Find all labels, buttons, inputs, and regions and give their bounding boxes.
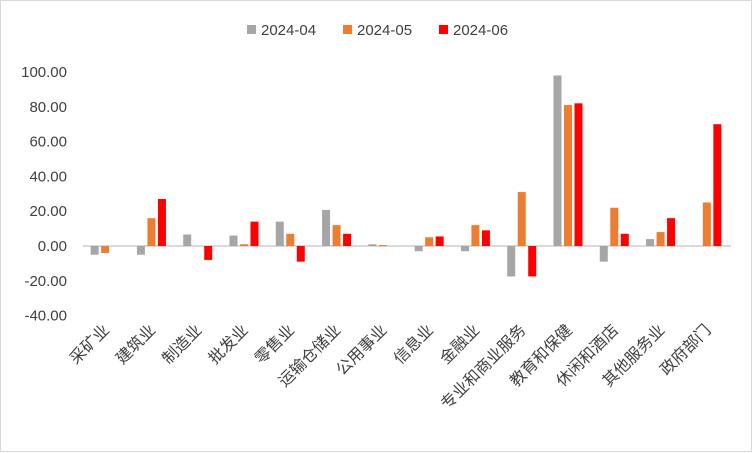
- x-tick-label: 制造业: [158, 320, 205, 367]
- bar-2024-04-专业和商业服务: [507, 246, 516, 277]
- bar-2024-05-批发业: [240, 244, 248, 246]
- bar-2024-06-制造业: [204, 246, 213, 260]
- bar-2024-04-建筑业: [136, 246, 145, 255]
- y-tick-label: 0.00: [38, 238, 67, 255]
- y-tick-label: 40.00: [29, 168, 67, 185]
- bar-2024-04-公用事业: [368, 244, 377, 246]
- bar-2024-04-制造业: [183, 234, 192, 246]
- legend-label: 2024-06: [453, 22, 508, 39]
- x-tick-label: 信息业: [390, 320, 437, 367]
- bar-2024-04-零售业: [275, 221, 284, 246]
- bar-2024-06-金融业: [481, 230, 490, 246]
- bar-2024-04-金融业: [460, 246, 469, 252]
- bar-2024-05-休闲和酒店: [610, 207, 619, 246]
- bar-2024-05-政府部门: [702, 202, 711, 246]
- bar-2024-05-零售业: [286, 233, 295, 246]
- y-tick-label: 100.00: [21, 64, 67, 81]
- legend-label: 2024-05: [357, 22, 412, 39]
- bar-2024-06-零售业: [296, 246, 305, 262]
- legend-label: 2024-04: [261, 22, 316, 39]
- bar-2024-04-批发业: [229, 235, 238, 246]
- x-tick-label: 公用事业: [332, 320, 391, 379]
- bar-2024-06-批发业: [250, 221, 259, 246]
- y-tick-label: -20.00: [24, 273, 67, 290]
- bar-2024-05-建筑业: [147, 218, 156, 246]
- x-tick-label: 建筑业: [112, 320, 159, 367]
- bar-2024-05-其他服务业: [656, 232, 665, 246]
- x-tick-label: 批发业: [204, 320, 251, 367]
- bar-2024-06-休闲和酒店: [620, 233, 629, 246]
- y-tick-label: -40.00: [24, 308, 67, 325]
- bar-2024-05-采矿业: [101, 246, 110, 253]
- bar-2024-06-信息业: [435, 236, 444, 246]
- legend-swatch-2024-04: [247, 25, 256, 34]
- legend-swatch-2024-06: [439, 25, 448, 34]
- bar-2024-06-政府部门: [713, 124, 722, 246]
- bar-2024-05-信息业: [425, 237, 434, 246]
- bar-2024-04-运输仓储业: [322, 209, 331, 246]
- bar-2024-04-休闲和酒店: [599, 246, 608, 262]
- bar-2024-05-运输仓储业: [332, 225, 341, 246]
- bar-2024-05-金融业: [471, 225, 480, 246]
- bar-2024-04-教育和保健: [553, 75, 562, 246]
- bar-2024-05-教育和保健: [564, 105, 572, 246]
- bar-2024-06-建筑业: [157, 199, 166, 246]
- bar-2024-06-专业和商业服务: [528, 246, 537, 277]
- y-tick-label: 20.00: [29, 203, 67, 220]
- bar-2024-06-运输仓储业: [343, 233, 352, 246]
- y-tick-label: 80.00: [29, 99, 67, 116]
- y-tick-label: 60.00: [29, 134, 67, 151]
- bar-2024-05-专业和商业服务: [517, 192, 526, 246]
- x-tick-label: 政府部门: [656, 320, 715, 379]
- bar-2024-05-公用事业: [378, 245, 387, 247]
- bar-2024-04-采矿业: [90, 246, 99, 255]
- x-tick-label: 采矿业: [66, 320, 113, 367]
- bar-2024-06-教育和保健: [574, 103, 583, 246]
- legend-swatch-2024-05: [343, 25, 352, 34]
- bar-2024-04-信息业: [414, 246, 423, 252]
- bar-2024-06-其他服务业: [667, 218, 676, 246]
- bar-2024-04-其他服务业: [646, 239, 655, 246]
